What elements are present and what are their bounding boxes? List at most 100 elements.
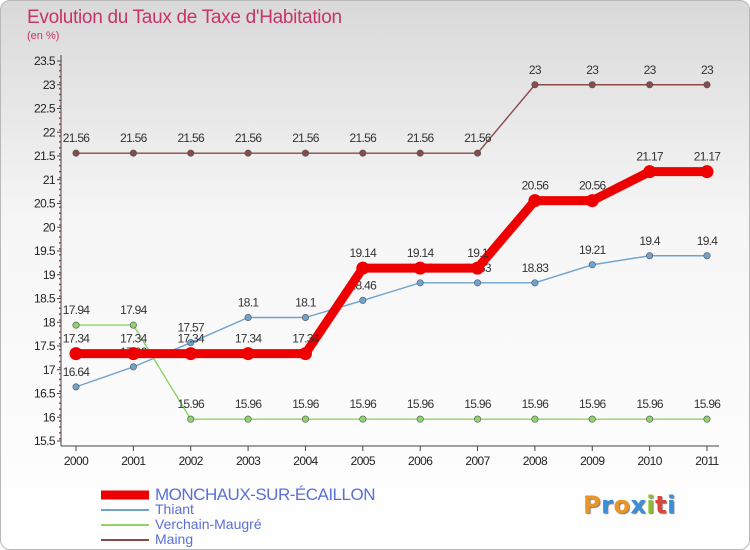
data-point <box>129 363 137 371</box>
data-label: 21.17 <box>694 150 722 164</box>
y-minor-mark <box>59 366 61 369</box>
data-label: 17.34 <box>177 332 205 346</box>
data-point <box>474 415 482 423</box>
data-point <box>646 252 654 260</box>
data-point <box>703 252 711 260</box>
data-label: 15.96 <box>522 397 550 411</box>
data-point <box>301 149 309 157</box>
x-tick-label: 2002 <box>179 454 204 468</box>
data-label: 21.56 <box>407 131 435 145</box>
y-minor-mark <box>59 200 61 203</box>
data-point <box>69 347 83 361</box>
y-minor-mark <box>59 254 61 256</box>
y-minor-mark <box>59 224 61 226</box>
y-tick-label: 17 <box>43 363 56 377</box>
y-tick-label: 20 <box>43 220 56 234</box>
legend-swatch <box>101 538 149 541</box>
data-point <box>585 194 599 208</box>
data-label: 17.34 <box>120 332 148 346</box>
y-tick-label: 19 <box>43 268 56 282</box>
data-point <box>474 149 482 157</box>
y-minor-mark <box>59 337 61 339</box>
y-minor-mark <box>59 248 61 250</box>
y-minor-mark <box>59 301 61 303</box>
y-minor-mark <box>59 396 61 398</box>
y-minor-mark <box>59 182 61 185</box>
data-label: 23 <box>701 63 714 77</box>
y-minor-mark <box>59 271 61 274</box>
legend-label: Maing <box>155 531 194 547</box>
data-point <box>646 81 654 89</box>
data-point <box>588 415 596 423</box>
data-point <box>471 261 485 275</box>
data-label: 21.56 <box>177 131 205 145</box>
data-point <box>416 279 424 287</box>
y-tick-label: 16 <box>43 410 56 424</box>
y-minor-mark <box>59 123 61 125</box>
data-label: 15.96 <box>464 397 492 411</box>
y-minor-mark <box>59 378 61 381</box>
data-point <box>129 149 137 157</box>
data-label: 15.96 <box>177 397 205 411</box>
y-minor-mark <box>59 176 61 179</box>
data-point <box>187 339 195 347</box>
data-point <box>703 415 711 423</box>
data-label: 21.17 <box>636 150 664 164</box>
data-label: 15.96 <box>350 397 378 411</box>
y-minor-mark <box>59 265 61 268</box>
data-point <box>184 347 198 361</box>
data-label: 18.83 <box>522 261 550 275</box>
series-line <box>75 84 708 154</box>
y-minor-mark <box>59 325 61 327</box>
data-point <box>703 81 711 89</box>
data-label: 21.56 <box>464 131 492 145</box>
data-label: 23 <box>644 63 657 77</box>
x-tick-label: 2003 <box>236 454 261 468</box>
y-tick-label: 19.5 <box>34 244 56 258</box>
x-tick-label: 2004 <box>293 454 318 468</box>
data-label: 19.4 <box>697 234 719 248</box>
data-label: 15.96 <box>694 397 722 411</box>
y-tick-label: 22 <box>43 125 56 139</box>
y-minor-mark <box>59 75 61 78</box>
legend-label: MONCHAUX-SUR-ÉCAILLON <box>155 485 375 504</box>
data-label: 17.34 <box>292 332 320 346</box>
chart-unit: (en %) <box>27 30 60 42</box>
y-minor-mark <box>59 242 61 244</box>
y-minor-mark <box>59 438 61 440</box>
y-minor-mark <box>59 69 61 72</box>
series-line <box>71 167 712 359</box>
y-tick-label: 20.5 <box>34 197 56 211</box>
y-minor-mark <box>59 384 61 387</box>
data-point <box>244 149 252 157</box>
data-point <box>646 415 654 423</box>
chart-title: Evolution du Taux de Taxe d'Habitation <box>27 7 342 28</box>
y-tick-label: 23 <box>43 78 56 92</box>
data-label: 16.64 <box>63 365 91 379</box>
y-minor-mark <box>59 432 61 434</box>
y-minor-mark <box>59 153 61 155</box>
y-minor-mark <box>59 141 61 143</box>
legend-swatch <box>101 523 149 526</box>
data-label: 15.96 <box>235 397 263 411</box>
data-label: 15.96 <box>407 397 435 411</box>
data-label: 19.1 <box>467 246 489 260</box>
series-line <box>75 255 708 388</box>
data-label: 18.1 <box>295 296 317 310</box>
data-label: 15.96 <box>636 397 664 411</box>
data-point <box>72 321 80 329</box>
data-point <box>298 347 312 361</box>
data-point <box>359 149 367 157</box>
data-label: 20.56 <box>522 179 550 193</box>
y-minor-mark <box>59 194 61 197</box>
y-minor-mark <box>59 64 61 66</box>
data-point <box>531 81 539 89</box>
x-tick-label: 2008 <box>523 454 548 468</box>
y-tick-label: 17.5 <box>34 339 56 353</box>
y-minor-mark <box>59 390 61 393</box>
data-point <box>528 194 542 208</box>
data-point <box>416 149 424 157</box>
y-minor-mark <box>59 360 61 363</box>
y-minor-mark <box>59 343 61 345</box>
y-minor-mark <box>59 307 61 309</box>
